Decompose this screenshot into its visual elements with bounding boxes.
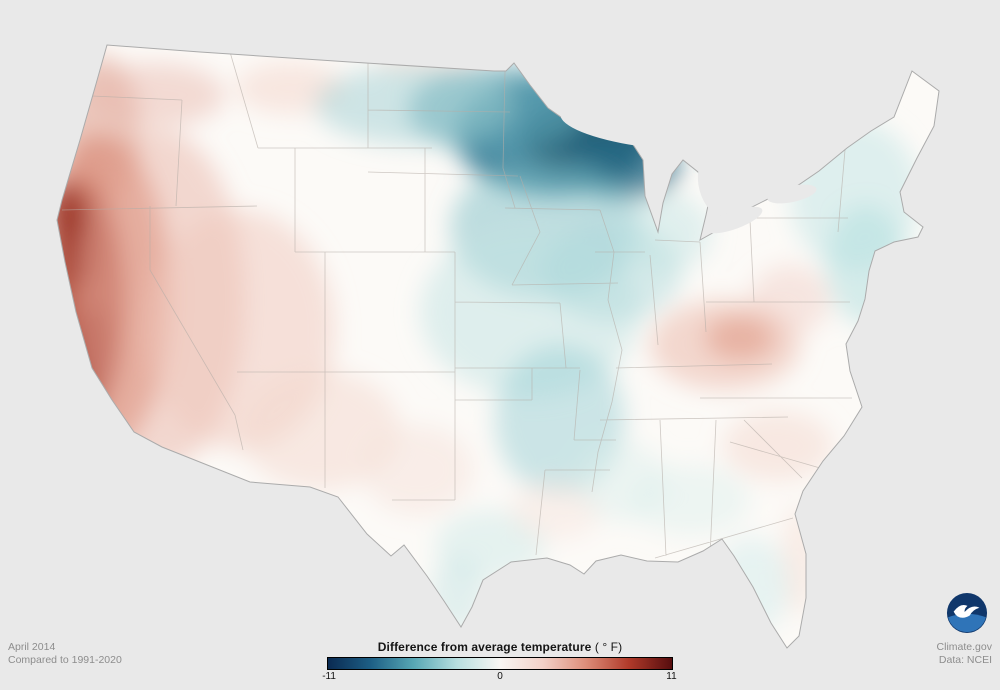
legend-title: Difference from average temperature [377, 640, 592, 654]
legend-tick-max: 11 [666, 671, 677, 682]
anomaly-blob-cold-northplains [315, 65, 515, 145]
attribution: Climate.gov Data: NCEI [937, 641, 992, 667]
anomaly-blob-warm-newmexico [240, 370, 400, 490]
legend-tick-min: -11 [322, 671, 336, 682]
anomaly-blob-cold-michigan [612, 192, 712, 272]
state-borders [61, 51, 852, 559]
legend-unit: ( ° F) [594, 640, 623, 654]
anomaly-blob-warm-pnw [85, 63, 225, 127]
anomaly-blob-warm-west-texas [363, 425, 473, 515]
map-baseline: Compared to 1991-2020 [8, 653, 122, 666]
noaa-seagull-icon [953, 604, 980, 618]
great-lakes [560, 103, 817, 234]
lake-ontario [767, 184, 817, 204]
anomaly-blob-warm-kentucky [705, 316, 775, 360]
map-period: April 2014 [8, 641, 56, 653]
legend-colorbar [327, 657, 673, 670]
legend-title-row: Difference from average temperature ( ° … [290, 640, 710, 654]
anomaly-blob-warm-virginia [750, 265, 830, 335]
noaa-logo [946, 592, 988, 634]
anomaly-blob-cool-mississippi [577, 442, 667, 522]
lake-superior [560, 103, 720, 149]
attribution-data: Data: NCEI [938, 653, 992, 666]
lake-huron [697, 156, 735, 216]
anomaly-blob-cool-midatlantic [826, 205, 906, 325]
attribution-source: Climate.gov [936, 641, 992, 653]
anomaly-color-layer [57, 45, 920, 633]
legend-ticks: -11 0 11 [322, 671, 677, 683]
noaa-logo-sea [948, 613, 986, 633]
noaa-logo-icon [946, 592, 988, 634]
map-caption: April 2014 Compared to 1991-2020 [8, 641, 122, 667]
legend-tick-zero: 0 [497, 671, 503, 682]
legend: Difference from average temperature ( ° … [290, 640, 710, 683]
anomaly-blob-warm-louisiana [511, 480, 601, 540]
lake-erie [705, 206, 763, 234]
